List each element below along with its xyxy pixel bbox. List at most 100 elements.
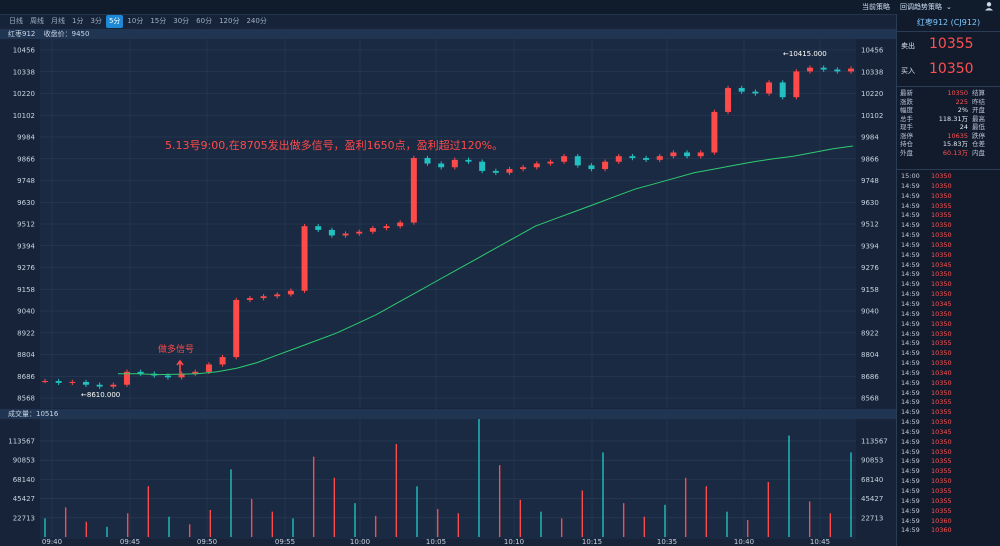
tick-price: 10355 <box>931 408 952 417</box>
candle-body <box>397 222 404 227</box>
tick-time: 14:59 <box>901 516 920 525</box>
candle-body <box>110 384 117 387</box>
stat-row: 外盘 60.13万 内盘 <box>900 149 997 158</box>
stat-row: 幅度 2% 开盘 <box>900 106 997 115</box>
candle-body <box>492 170 499 173</box>
candle-body <box>779 82 786 98</box>
tick-time: 14:59 <box>901 477 920 486</box>
tick-time: 14:59 <box>901 378 920 387</box>
stat-key-2: 结算 <box>972 89 985 97</box>
price-tick-label-left: 9748 <box>17 177 35 185</box>
price-tick-label-right: 10220 <box>861 90 883 98</box>
tick-time: 14:59 <box>901 221 920 230</box>
stat-key: 涨停 <box>900 131 913 140</box>
tick-time: 14:59 <box>901 388 920 397</box>
candle-body <box>369 228 376 232</box>
tick-time: 14:59 <box>901 309 920 318</box>
volume-tick-label-right: 90853 <box>861 457 883 465</box>
tick-row: 14:59 10355 <box>901 507 996 517</box>
volume-tick-label-left: 45427 <box>13 495 35 503</box>
price-tick-label-right: 9630 <box>861 199 879 207</box>
candle-body <box>766 82 773 94</box>
candle-body <box>82 381 89 385</box>
stat-value: 2% <box>957 106 968 114</box>
period-tab-2[interactable]: 月线 <box>51 17 65 25</box>
period-tab-3[interactable]: 1分 <box>72 17 84 25</box>
period-tab-6[interactable]: 10分 <box>127 17 144 25</box>
candle-body <box>629 156 636 159</box>
tick-time: 14:59 <box>901 349 920 358</box>
tick-price: 10350 <box>931 181 952 190</box>
tick-row: 14:59 10355 <box>901 202 996 212</box>
time-tick-label: 09:55 <box>275 538 295 546</box>
period-tab-4[interactable]: 3分 <box>90 17 102 25</box>
strategy-dropdown[interactable]: 回调趋势策略 ⌄ <box>900 2 952 12</box>
current-strategy-label[interactable]: 当前策略 <box>862 2 890 12</box>
tick-row: 14:59 10350 <box>901 438 996 448</box>
tick-price: 10350 <box>931 191 952 200</box>
stat-value: 24 <box>959 123 968 131</box>
chart-close-price: 收盘价：9450 <box>43 30 90 38</box>
tick-price: 10355 <box>931 467 952 476</box>
tick-row: 14:59 10350 <box>901 251 996 261</box>
period-tab-0[interactable]: 日线 <box>9 17 23 25</box>
volume-tick-label-right: 45427 <box>861 495 883 503</box>
period-tab-8[interactable]: 30分 <box>173 17 190 25</box>
volume-tick-label-right: 113567 <box>861 437 888 445</box>
tick-price: 10360 <box>931 516 952 525</box>
candle-body <box>807 67 814 72</box>
stat-key: 涨跌 <box>900 97 913 106</box>
volume-tick-label-left: 22713 <box>13 514 35 522</box>
period-tab-10[interactable]: 120分 <box>219 17 240 25</box>
candle-body <box>615 156 622 162</box>
candle-body <box>602 161 609 170</box>
price-tick-label-left: 8922 <box>17 329 35 337</box>
candle-body <box>547 161 554 164</box>
period-tab-5[interactable]: 5分 <box>105 15 124 28</box>
tick-price: 10355 <box>931 496 952 505</box>
quote-title: 红枣912 (CJ912) <box>897 14 1000 32</box>
tick-row: 14:59 10350 <box>901 477 996 487</box>
period-tab-9[interactable]: 60分 <box>196 17 213 25</box>
candle-body <box>137 371 144 374</box>
candle-body <box>96 384 103 387</box>
tick-row: 14:59 10340 <box>901 369 996 379</box>
period-tab-11[interactable]: 240分 <box>246 17 267 25</box>
sell-row[interactable]: 卖出 10355 <box>901 34 997 58</box>
buy-price: 10350 <box>929 61 974 77</box>
chevron-down-icon: ⌄ <box>946 3 952 11</box>
candle-body <box>424 158 431 164</box>
tick-price: 10355 <box>931 457 952 466</box>
tick-price: 10350 <box>931 280 952 289</box>
time-tick-label: 10:40 <box>734 538 754 546</box>
stat-key-2: 昨结 <box>972 97 985 106</box>
price-tick-label-left: 9276 <box>17 264 35 272</box>
tick-row: 14:59 10350 <box>901 192 996 202</box>
candle-body <box>328 229 335 236</box>
stat-key-2: 开盘 <box>972 106 985 114</box>
tick-list[interactable]: 15:00 10350 14:59 10350 14:59 10350 14:59 10355… <box>897 170 1000 538</box>
tick-time: 14:59 <box>901 457 920 466</box>
buy-row[interactable]: 买入 10350 <box>901 59 997 83</box>
candle-body <box>410 158 417 223</box>
price-tick-label-left: 9158 <box>17 286 35 294</box>
tick-row: 14:59 10350 <box>901 389 996 399</box>
tick-price: 10350 <box>931 290 952 299</box>
stat-key-2: 仓差 <box>972 140 985 148</box>
bid-ask-box: 卖出 10355 买入 10350 <box>897 32 1000 87</box>
candle-body <box>725 87 732 112</box>
stat-value: 225 <box>955 97 968 106</box>
price-tick-label-right: 9984 <box>861 134 879 142</box>
time-tick-label: 09:45 <box>120 538 140 546</box>
period-tab-1[interactable]: 周线 <box>30 17 44 25</box>
price-panel-bg <box>40 39 856 408</box>
candle-body <box>233 299 240 358</box>
period-tab-7[interactable]: 15分 <box>150 17 167 25</box>
tick-price: 10350 <box>931 418 952 427</box>
price-volume-chart[interactable]: 10456 10456 10338 10338 10220 10220 10102 10102… <box>0 39 896 546</box>
tick-row: 14:59 10350 <box>901 320 996 330</box>
tick-time: 14:59 <box>901 427 920 436</box>
high-price-label: ←10415.000 <box>783 50 827 58</box>
tick-time: 14:59 <box>901 280 920 289</box>
user-icon[interactable] <box>984 1 994 11</box>
